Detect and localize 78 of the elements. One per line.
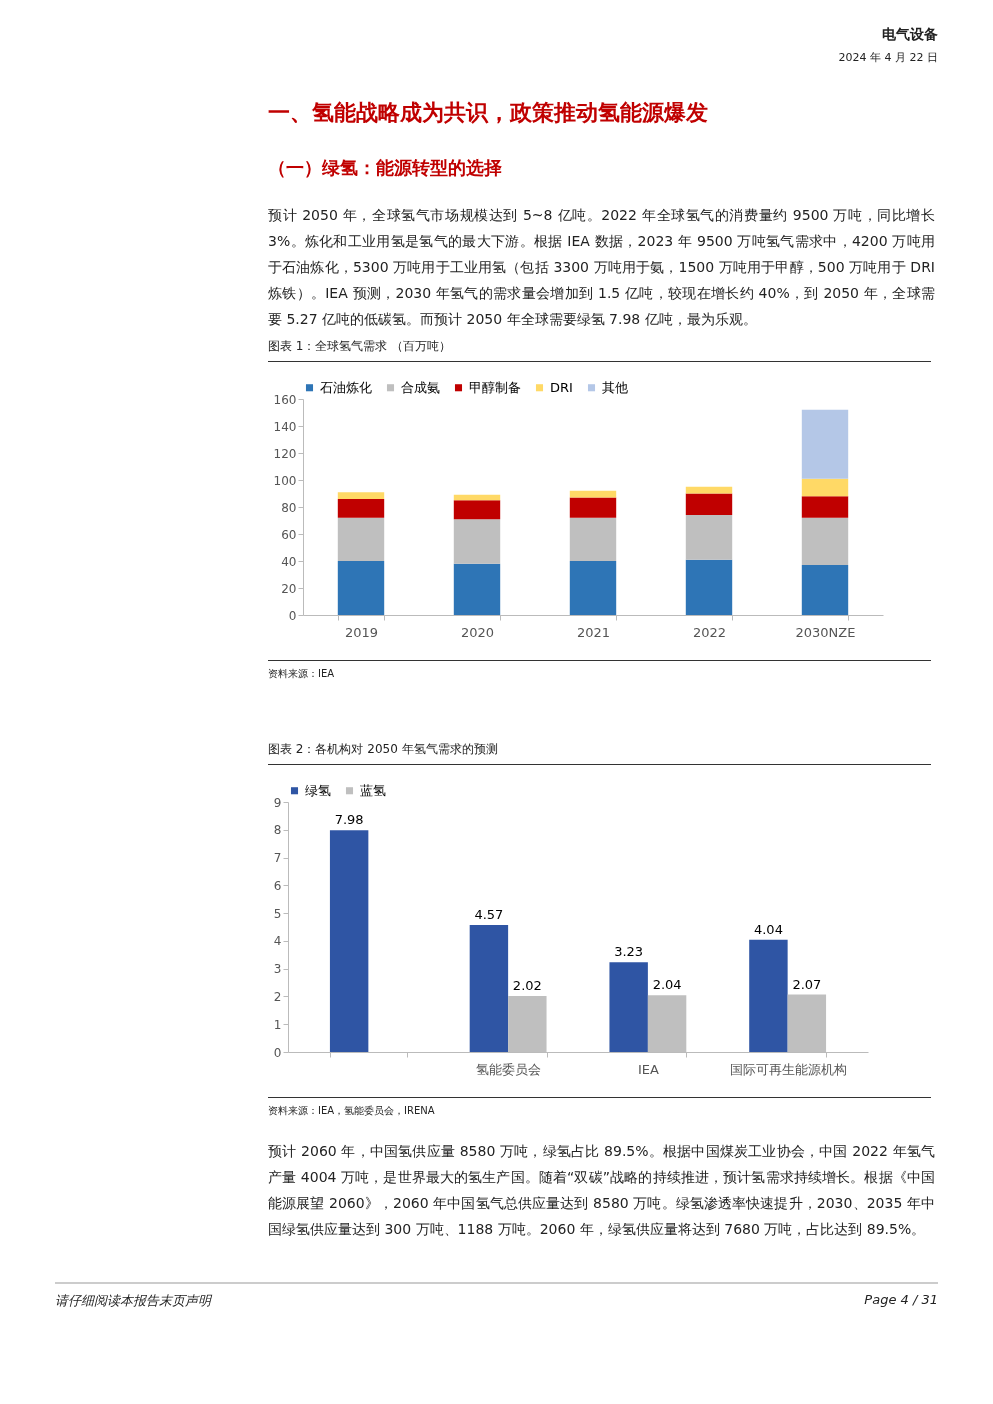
y-tick-label: 4 <box>273 934 282 949</box>
chart-title: 图表 2：各机构对 2050 年氢气需求的预测 <box>268 741 931 765</box>
data-label: 7.98 <box>334 812 364 828</box>
bar <box>609 962 648 1052</box>
legend-label: 合成氨 <box>401 379 440 395</box>
legend-label: 甲醇制备 <box>469 379 521 395</box>
x-tick-label: 2021 <box>576 624 611 640</box>
bar <box>801 565 849 615</box>
x-tick-label: 2020 <box>460 624 495 640</box>
bar <box>569 561 617 615</box>
x-tick-label: 国际可再生能源机构 <box>729 1061 847 1077</box>
data-label: 4.57 <box>474 907 504 923</box>
legend-label: 绿氢 <box>305 782 331 798</box>
bar <box>337 517 385 561</box>
y-tick-label: 6 <box>273 878 282 893</box>
bar <box>337 561 385 615</box>
text: 电气设备 <box>881 26 938 44</box>
text: 预计 2060 年，中国氢供应量 8580 万吨，绿氢占比 89.5%。根据中国煤炭工业协会，中国 2022 年氢气产量 4004 万吨，是世界最大的氢生产国。随着“双碳”战略的持续推进，预计氢需求持续增长。根据《中国能源展望 2060》，2060 年中国氢气总供应量达到 8580 万吨。绿氢渗透率快速提升，2030、2035 年中国绿氢供应量达到 300 万吨、1188 万吨。2060 年，绿氢供应量将达到 7680 万吨，占比达到 89.5%。 <box>268 1142 935 1239</box>
data-label: 3.23 <box>614 944 644 960</box>
text: 资料来源：IEA <box>268 660 931 681</box>
x-tick-label: 2022 <box>692 624 727 640</box>
bar <box>569 490 617 498</box>
bar <box>685 486 733 494</box>
legend-label: DRI <box>550 379 573 395</box>
bar <box>453 563 501 615</box>
chart-title: 图表 1：全球氢气需求 （百万吨） <box>268 338 931 362</box>
x-tick-label: IEA <box>637 1061 659 1077</box>
y-tick-label: 1 <box>273 1017 282 1032</box>
bar <box>569 517 617 561</box>
legend-label: 蓝氢 <box>360 782 386 798</box>
bar <box>337 492 385 499</box>
bar <box>453 494 501 501</box>
bar <box>749 939 788 1052</box>
text: Page 4 / 31 <box>864 1292 938 1309</box>
text: 2024 年 4 月 22 日 <box>838 50 938 65</box>
y-tick-label: 0 <box>288 608 297 623</box>
bar <box>685 515 733 560</box>
y-tick-label: 5 <box>273 906 282 921</box>
bar <box>685 493 733 516</box>
text: 一、氢能战略成为共识，政策推动氢能源爆发 <box>268 99 709 127</box>
y-tick-label: 3 <box>273 962 282 977</box>
bar <box>329 830 369 1052</box>
y-tick-label: 100 <box>273 473 297 488</box>
bar <box>337 498 385 518</box>
text: 资料来源：IEA，氢能委员会，IRENA <box>268 1097 931 1118</box>
y-tick-label: 9 <box>273 795 282 810</box>
legend-label: 石油炼化 <box>320 379 372 395</box>
text: 预计 2050 年，全球氢气市场规模达到 5~8 亿吨。2022 年全球氢气的消费量约 9500 万吨，同比增长 3%。炼化和工业用氢是氢气的最大下游。根据 IEA 数据，2023 年 9500 万吨氢气需求中，4200 万吨用于石油炼化，5300 万吨用于工业用氢（包括 3300 万吨用于氨，1500 万吨用于甲醇，500 万吨用于 DRI 炼铁）。IEA 预测，2030 年氢气的需求量会增加到 1.5 亿吨，较现在增长约 40%，到 2050 年，全球需要 5.27 亿吨的低碳氢。而预计 2050 年全球需要绿氢 7.98 亿吨，最为乐观。 <box>268 206 935 329</box>
bar <box>801 478 849 497</box>
y-tick-label: 120 <box>273 446 297 461</box>
y-tick-label: 7 <box>273 851 282 866</box>
y-tick-label: 40 <box>281 554 297 569</box>
data-label: 2.02 <box>512 977 542 993</box>
text: 请仔细阅读本报告末页声明 <box>55 1292 211 1310</box>
legend-label: 其他 <box>602 379 628 395</box>
y-tick-label: 60 <box>281 527 297 542</box>
y-tick-label: 2 <box>273 989 282 1004</box>
x-tick-label: 氢能委员会 <box>476 1061 542 1077</box>
y-tick-label: 140 <box>273 419 297 434</box>
y-tick-label: 20 <box>281 581 297 596</box>
bar <box>453 500 501 520</box>
bar <box>801 409 849 479</box>
x-tick-label: 2019 <box>344 624 379 640</box>
data-label: 2.04 <box>652 977 682 993</box>
y-tick-label: 80 <box>281 500 297 515</box>
x-tick-label: 2030NZE <box>795 624 856 640</box>
text: （一）绿氢：能源转型的选择 <box>268 156 503 180</box>
bar <box>569 497 617 518</box>
data-label: 4.04 <box>753 921 783 937</box>
y-tick-label: 0 <box>273 1045 282 1060</box>
bar <box>685 559 733 615</box>
data-label: 2.07 <box>792 976 822 992</box>
bar <box>469 925 509 1052</box>
bar <box>801 496 849 518</box>
y-tick-label: 160 <box>273 392 297 407</box>
bar <box>453 519 501 564</box>
bar <box>801 517 849 566</box>
y-tick-label: 8 <box>273 823 282 838</box>
